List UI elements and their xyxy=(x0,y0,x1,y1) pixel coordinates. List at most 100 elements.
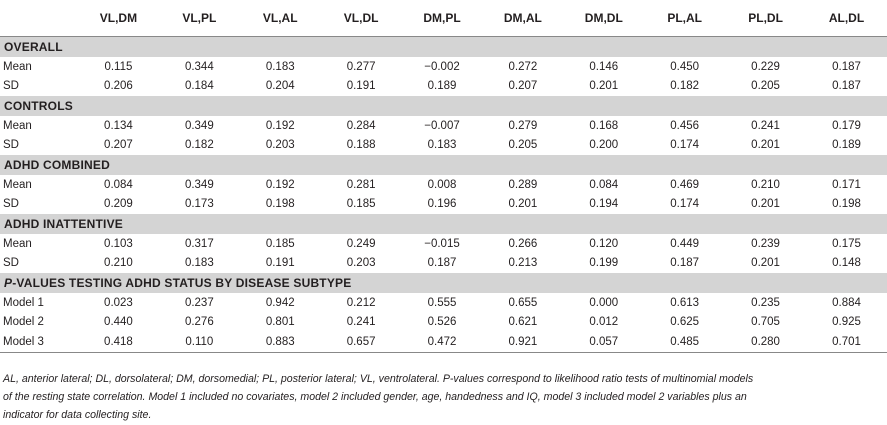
section-title: OVERALL xyxy=(0,36,887,57)
column-header xyxy=(0,0,78,37)
table-row: SD 0.207 0.182 0.203 0.188 0.183 0.205 0… xyxy=(0,136,887,156)
table-row: SD 0.206 0.184 0.204 0.191 0.189 0.207 0… xyxy=(0,77,887,97)
cell: 0.110 xyxy=(158,332,240,353)
cell: 0.276 xyxy=(184,316,214,329)
cell: 0.184 xyxy=(184,80,214,93)
cell: 0.200 xyxy=(589,139,619,152)
cell: 0.000 xyxy=(589,296,619,309)
cell: 0.183 xyxy=(265,60,295,73)
cell: 0.192 xyxy=(265,119,295,132)
table-row: Model 2 0.440 0.276 0.801 0.241 0.526 0.… xyxy=(0,313,887,333)
cell: 0.237 xyxy=(184,296,214,309)
cell: −0.015 xyxy=(424,237,460,250)
cell: 0.084 xyxy=(589,178,619,191)
cell: 0.148 xyxy=(832,257,861,270)
cell: 0.701 xyxy=(806,332,887,353)
cell: 0.801 xyxy=(265,316,295,329)
cell: 0.206 xyxy=(104,80,133,93)
section-row-overall: OVERALL xyxy=(0,36,887,57)
cell: 0.210 xyxy=(104,257,133,270)
cell: 0.203 xyxy=(346,257,376,270)
cell: 0.191 xyxy=(346,80,376,93)
cell: 0.196 xyxy=(427,198,457,211)
table-row: Mean 0.103 0.317 0.185 0.249 −0.015 0.26… xyxy=(0,234,887,254)
cell: 0.201 xyxy=(751,139,780,152)
row-label: Model 1 xyxy=(3,296,44,309)
correlation-table: VL,DM VL,PL VL,AL VL,DL DM,PL DM,AL DM,D… xyxy=(0,0,887,353)
cell: 0.194 xyxy=(589,198,619,211)
cell: 0.188 xyxy=(346,139,376,152)
row-label: Model 3 xyxy=(0,332,78,353)
cell: 0.201 xyxy=(751,198,780,211)
cell: 0.625 xyxy=(670,316,700,329)
column-header: VL,AL xyxy=(239,0,321,37)
cell: 0.209 xyxy=(104,198,133,211)
cell: 0.204 xyxy=(265,80,295,93)
cell: 0.349 xyxy=(184,178,214,191)
cell: 0.249 xyxy=(346,237,376,250)
cell: 0.185 xyxy=(346,198,376,211)
cell: 0.469 xyxy=(670,178,700,191)
cell: 0.277 xyxy=(346,60,376,73)
cell: 0.182 xyxy=(670,80,700,93)
section-title: P-VALUES TESTING ADHD STATUS BY DISEASE … xyxy=(0,273,887,293)
cell: 0.280 xyxy=(725,332,807,353)
cell: 0.317 xyxy=(184,237,214,250)
cell: 0.241 xyxy=(346,316,376,329)
cell: 0.212 xyxy=(346,296,376,309)
row-label: SD xyxy=(3,198,19,211)
cell: 0.449 xyxy=(670,237,700,250)
cell: 0.657 xyxy=(320,332,402,353)
cell: 0.199 xyxy=(589,257,619,270)
cell: 0.281 xyxy=(346,178,376,191)
table-row: SD 0.210 0.183 0.191 0.203 0.187 0.213 0… xyxy=(0,254,887,274)
section-title-prefix: P xyxy=(4,276,13,290)
cell: 0.179 xyxy=(832,119,861,132)
row-label: Mean xyxy=(3,237,32,250)
cell: 0.185 xyxy=(265,237,295,250)
cell: 0.173 xyxy=(184,198,214,211)
table-footnote: AL, anterior lateral; DL, dorsolateral; … xyxy=(3,370,883,424)
cell: 0.925 xyxy=(832,316,861,329)
cell: 0.266 xyxy=(508,237,538,250)
cell: 0.174 xyxy=(670,198,700,211)
cell: 0.192 xyxy=(265,178,295,191)
cell: 0.171 xyxy=(832,178,861,191)
cell: 0.187 xyxy=(832,60,861,73)
cell: 0.883 xyxy=(239,332,321,353)
cell: 0.655 xyxy=(508,296,538,309)
cell: 0.203 xyxy=(265,139,295,152)
row-label: Model 2 xyxy=(3,316,44,329)
table-row: Mean 0.084 0.349 0.192 0.281 0.008 0.289… xyxy=(0,175,887,195)
section-row-adhd-combined: ADHD COMBINED xyxy=(0,155,887,175)
row-label: SD xyxy=(3,80,19,93)
column-header: VL,DM xyxy=(78,0,159,37)
cell: 0.146 xyxy=(589,60,619,73)
header-row: VL,DM VL,PL VL,AL VL,DL DM,PL DM,AL DM,D… xyxy=(0,0,887,37)
cell: 0.418 xyxy=(78,332,159,353)
row-label: Mean xyxy=(3,60,32,73)
cell: 0.182 xyxy=(184,139,214,152)
cell: 0.239 xyxy=(751,237,780,250)
footnote-line: of the resting state correlation. Model … xyxy=(3,391,747,403)
cell: 0.272 xyxy=(508,60,538,73)
cell: 0.183 xyxy=(184,257,214,270)
column-header: DM,DL xyxy=(563,0,645,37)
section-row-p-values: P-VALUES TESTING ADHD STATUS BY DISEASE … xyxy=(0,273,887,293)
cell: 0.472 xyxy=(401,332,483,353)
cell: 0.201 xyxy=(751,257,780,270)
cell: 0.213 xyxy=(508,257,538,270)
column-header: VL,PL xyxy=(158,0,240,37)
column-header: DM,PL xyxy=(401,0,483,37)
cell: 0.942 xyxy=(265,296,295,309)
cell: 0.008 xyxy=(427,178,457,191)
row-label: Mean xyxy=(3,178,32,191)
cell: 0.187 xyxy=(670,257,700,270)
cell: 0.120 xyxy=(589,237,619,250)
cell: 0.189 xyxy=(832,139,861,152)
cell: 0.189 xyxy=(427,80,457,93)
cell: 0.115 xyxy=(104,60,133,73)
cell: 0.613 xyxy=(670,296,700,309)
cell: 0.057 xyxy=(563,332,645,353)
column-header: VL,DL xyxy=(320,0,402,37)
